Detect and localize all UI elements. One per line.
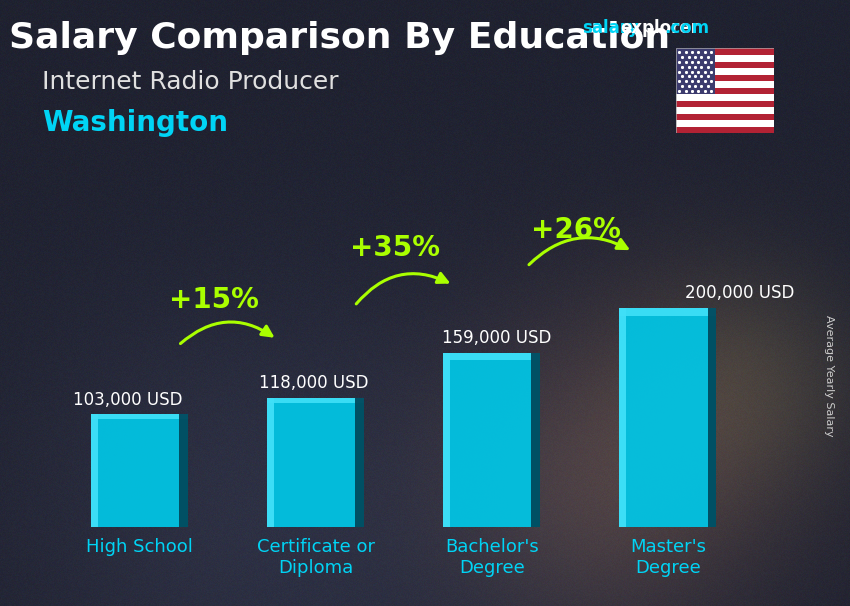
Text: +26%: +26% <box>531 216 621 244</box>
Text: 118,000 USD: 118,000 USD <box>259 375 369 392</box>
Bar <box>676 75 774 81</box>
Bar <box>676 81 774 88</box>
Text: +15%: +15% <box>168 286 258 314</box>
Text: Internet Radio Producer: Internet Radio Producer <box>42 70 339 94</box>
Bar <box>267 398 364 403</box>
Text: explorer: explorer <box>620 19 700 38</box>
Bar <box>444 353 541 527</box>
Text: Salary Comparison By Education: Salary Comparison By Education <box>9 21 671 55</box>
Bar <box>620 308 626 527</box>
Bar <box>676 94 774 101</box>
Text: Washington: Washington <box>42 109 229 137</box>
Bar <box>676 114 774 120</box>
Bar <box>676 101 774 107</box>
Bar <box>676 62 774 68</box>
Bar <box>444 353 450 527</box>
Text: salary: salary <box>582 19 639 38</box>
Bar <box>444 353 541 359</box>
Bar <box>676 107 774 114</box>
Bar <box>707 308 717 527</box>
Bar <box>620 308 717 316</box>
Bar <box>355 398 364 527</box>
Bar <box>676 55 774 62</box>
Bar <box>676 48 774 55</box>
Bar <box>91 414 188 527</box>
Bar <box>676 68 774 75</box>
Text: 200,000 USD: 200,000 USD <box>685 284 795 302</box>
Bar <box>179 414 188 527</box>
Bar <box>531 353 541 527</box>
Text: .com: .com <box>665 19 710 38</box>
Bar <box>267 398 364 527</box>
Bar <box>676 120 774 127</box>
Bar <box>676 48 715 94</box>
Bar <box>267 398 274 527</box>
Text: 159,000 USD: 159,000 USD <box>443 329 552 347</box>
Bar <box>676 88 774 94</box>
Text: Average Yearly Salary: Average Yearly Salary <box>824 315 834 436</box>
Text: 103,000 USD: 103,000 USD <box>73 391 182 408</box>
Bar <box>676 127 774 133</box>
Bar <box>620 308 717 527</box>
Bar <box>91 414 98 527</box>
Bar <box>91 414 188 419</box>
Text: +35%: +35% <box>350 235 440 262</box>
